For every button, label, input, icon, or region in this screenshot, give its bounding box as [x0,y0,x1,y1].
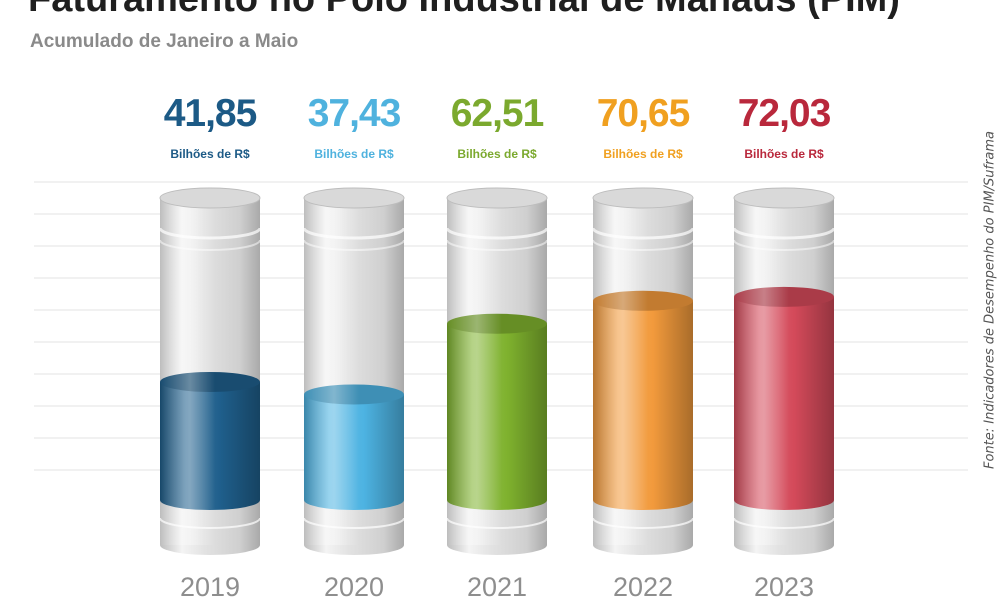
glass-shine [447,198,547,545]
value-label: 37,43 [308,92,401,135]
bar-2020: 37,43 Bilhões de R$ 2020 [302,92,406,600]
year-label: 2019 [180,572,240,600]
tube-top [303,187,405,209]
unit-label: Bilhões de R$ [603,147,683,161]
bar-2021: 62,51 Bilhões de R$ 2021 [445,92,549,600]
unit-label: Bilhões de R$ [457,147,537,161]
unit-label: Bilhões de R$ [170,147,250,161]
bar-2022: 70,65 Bilhões de R$ 2022 [591,92,695,600]
value-label: 70,65 [597,92,690,135]
tube-top [592,187,694,209]
chart-title: Faturamento no Polo Industrial de Manaus… [28,0,900,21]
year-label: 2023 [754,572,814,600]
year-label: 2021 [467,572,527,600]
year-label: 2020 [324,572,384,600]
glass-shine [160,198,260,545]
tube-top [733,187,835,209]
bar-2019: 41,85 Bilhões de R$ 2019 [158,92,262,600]
value-label: 72,03 [738,92,831,135]
chart-subtitle: Acumulado de Janeiro a Maio [30,31,299,52]
year-label: 2022 [613,572,673,600]
bar-2023: 72,03 Bilhões de R$ 2023 [732,92,836,600]
tube-top [446,187,548,209]
unit-label: Bilhões de R$ [744,147,824,161]
value-label: 41,85 [164,92,257,135]
value-label: 62,51 [451,92,544,135]
unit-label: Bilhões de R$ [314,147,394,161]
glass-shine [593,198,693,545]
glass-shine [304,198,404,545]
bars: 41,85 Bilhões de R$ 2019 37,43 Bilhões de R$… [158,92,836,600]
glass-shine [734,198,834,545]
tube-top [159,187,261,209]
